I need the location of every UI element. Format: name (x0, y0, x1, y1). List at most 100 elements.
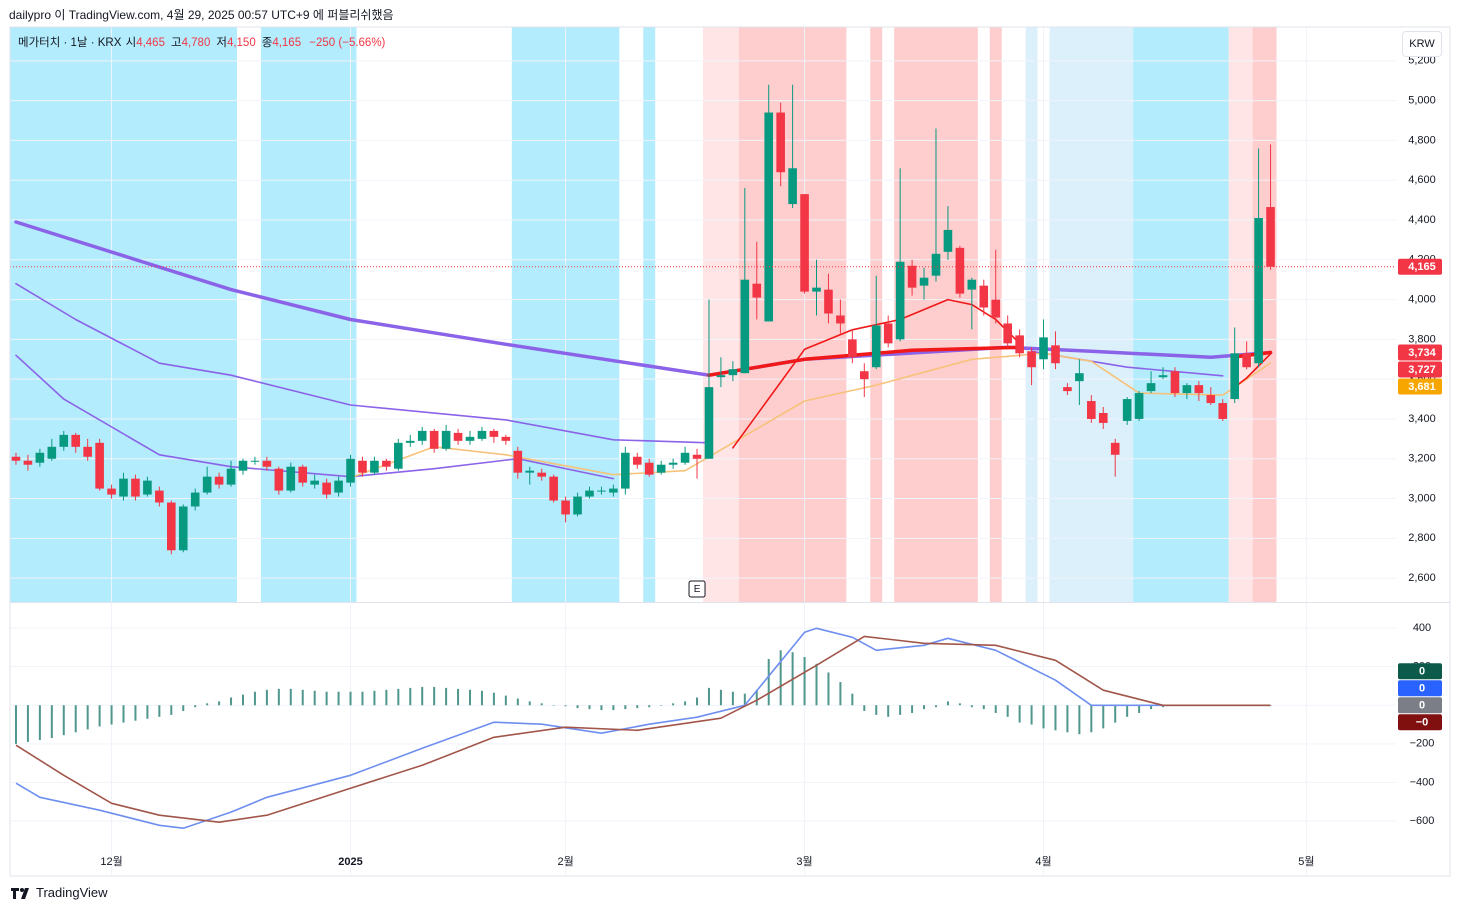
histogram-bar (337, 691, 340, 706)
candle-body (967, 279, 977, 290)
histogram-bar (934, 705, 937, 708)
histogram-bar (301, 689, 304, 706)
histogram-bar (1090, 705, 1093, 733)
macd-line (15, 635, 1271, 823)
ohlc-key: 고 (170, 37, 182, 49)
y-tick-label: 4,400 (1408, 214, 1436, 226)
histogram-bar (433, 686, 436, 706)
candle-body (1254, 218, 1263, 364)
x-tick-label: 2월 (557, 855, 573, 868)
candle-body (680, 452, 690, 463)
change: −250 (−5.66%) (309, 37, 386, 49)
candle-body (202, 476, 212, 493)
price-badge-label: 4,165 (1408, 261, 1436, 273)
price-badge (1398, 258, 1442, 275)
histogram-bar (767, 658, 770, 706)
histogram-bar (86, 705, 89, 730)
candle-body (1110, 442, 1120, 455)
candle-body (35, 452, 45, 463)
candle-body (919, 277, 929, 286)
currency-button[interactable]: KRW (1402, 31, 1442, 57)
histogram-bar (253, 691, 256, 706)
y-tick-label: 2,800 (1408, 532, 1436, 544)
histogram-bar (38, 705, 41, 740)
histogram-bar (528, 701, 531, 706)
candle-body (1230, 353, 1239, 400)
candle-body (298, 466, 308, 483)
histogram-bar (373, 690, 376, 706)
candle-body (537, 472, 546, 477)
background-band (703, 27, 739, 602)
candle-body (513, 450, 523, 473)
histogram-bar (815, 663, 818, 706)
ma-line (707, 345, 1273, 377)
candle-body (1015, 335, 1024, 354)
histogram-bar (707, 687, 710, 706)
histogram-bar (1162, 705, 1165, 708)
candle-body (883, 323, 893, 344)
histogram-bar (361, 691, 364, 706)
candle-body (1122, 399, 1132, 421)
price-badge-label: 3,681 (1408, 381, 1436, 393)
candle-body (836, 315, 845, 324)
candle-body (1051, 345, 1060, 364)
y-tick-label: 4,800 (1408, 134, 1436, 146)
background-band (1049, 27, 1134, 602)
histogram-bar (385, 689, 388, 706)
candle-body (143, 480, 152, 495)
histogram-bar (827, 672, 830, 706)
candle-body (214, 476, 224, 485)
y-tick-label: 4,000 (1408, 293, 1436, 305)
histogram-bar (636, 705, 639, 709)
publish-header: dailypro 이 TradingView.com, 4월 29, 2025 … (9, 8, 394, 22)
candle-body (441, 430, 451, 449)
candle-body (1063, 387, 1072, 392)
ohlc-key: 저 (216, 37, 227, 49)
histogram-bar (349, 691, 352, 706)
histogram-bar (469, 689, 472, 706)
candle-body (740, 279, 750, 374)
candle-body (931, 253, 941, 276)
histogram-bar (672, 703, 675, 706)
candle-body (812, 287, 821, 292)
background-band (1133, 27, 1229, 602)
candle-body (286, 466, 296, 491)
candle-body (1003, 323, 1012, 344)
candle-body (728, 369, 738, 376)
ohlc-key: 종 (261, 37, 273, 49)
price-badge-label: 3,734 (1408, 347, 1436, 359)
y-tick-label: 2,600 (1408, 572, 1436, 584)
histogram-bar (1126, 705, 1129, 717)
candle-body (429, 430, 439, 449)
price-badge (1398, 680, 1442, 697)
histogram-bar (1150, 705, 1153, 710)
ma-line (349, 352, 1272, 479)
y-tick-label: 400 (1413, 622, 1431, 634)
candle-body (895, 261, 905, 340)
histogram-bar (26, 705, 29, 742)
candle-body (704, 387, 714, 459)
candle-body (405, 440, 415, 443)
histogram-bar (230, 697, 233, 706)
histogram-bar (564, 705, 567, 707)
candle-body (310, 480, 319, 485)
histogram-bar (445, 687, 448, 706)
histogram-bar (50, 705, 53, 739)
histogram-bar (14, 705, 17, 744)
histogram-bar (863, 705, 866, 712)
histogram-bar (325, 691, 328, 706)
histogram-bar (62, 705, 65, 736)
histogram-bar (875, 705, 878, 715)
candle-body (262, 460, 272, 467)
histogram-bar (540, 703, 543, 706)
ohlc-legend: 메가터치 · 1날 · KRX 시4,465 고4,780 저4,150 종4,165… (18, 34, 390, 50)
histogram-bar (982, 705, 985, 710)
candle-body (525, 470, 535, 473)
candle-body (764, 112, 774, 322)
histogram-bar (241, 694, 244, 706)
candle-body (991, 299, 1001, 318)
candle-body (1039, 337, 1048, 360)
candle-body (1170, 371, 1180, 394)
histogram-bar (839, 682, 842, 706)
candle-body (824, 289, 833, 314)
